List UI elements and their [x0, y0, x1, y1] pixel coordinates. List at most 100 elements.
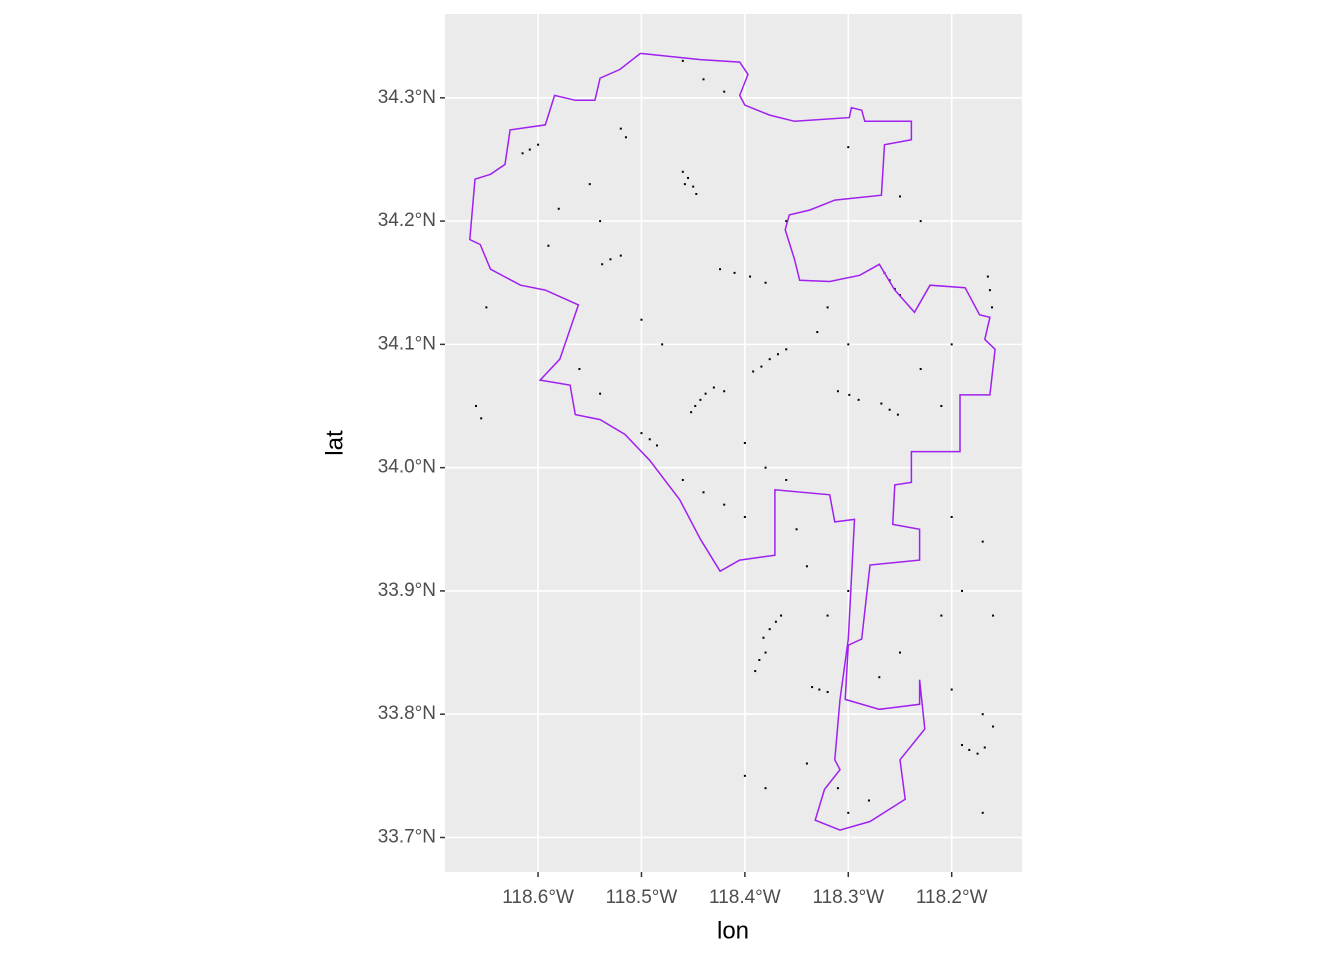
- point: [743, 515, 746, 518]
- point: [785, 220, 788, 223]
- point: [702, 491, 705, 494]
- point: [776, 353, 779, 356]
- point: [624, 136, 627, 139]
- point: [986, 275, 989, 278]
- point: [640, 432, 643, 435]
- point: [681, 170, 684, 173]
- point: [768, 358, 771, 361]
- point: [847, 811, 850, 814]
- x-tick-label: 118.4°W: [709, 887, 781, 908]
- point: [950, 688, 953, 691]
- point: [749, 275, 752, 278]
- point: [836, 787, 839, 790]
- point: [898, 651, 901, 654]
- point: [760, 365, 763, 368]
- point: [547, 244, 550, 247]
- point: [723, 390, 726, 393]
- point: [795, 528, 798, 531]
- point: [780, 614, 783, 617]
- point: [961, 589, 964, 592]
- x-tick-label: 118.2°W: [916, 887, 988, 908]
- y-axis-title: lat: [321, 430, 348, 456]
- point: [826, 306, 829, 309]
- point: [981, 713, 984, 716]
- point: [764, 651, 767, 654]
- point: [774, 620, 777, 623]
- point: [992, 725, 995, 728]
- point: [702, 78, 705, 81]
- point: [991, 306, 994, 309]
- point: [692, 185, 695, 188]
- boundary: [469, 52, 996, 831]
- point: [818, 688, 821, 691]
- point: [699, 398, 702, 401]
- point: [878, 676, 881, 679]
- point: [743, 442, 746, 444]
- point: [704, 392, 707, 395]
- point: [480, 417, 483, 420]
- point: [896, 413, 899, 416]
- y-tick-label: 33.7°N: [378, 826, 436, 847]
- point: [848, 393, 851, 396]
- point: [609, 258, 612, 261]
- point: [557, 207, 560, 210]
- point: [475, 405, 478, 408]
- y-tick-label: 33.8°N: [378, 703, 436, 724]
- point: [683, 183, 686, 186]
- point: [733, 271, 736, 274]
- panel: [445, 14, 1022, 872]
- point: [992, 614, 995, 617]
- point: [919, 368, 922, 371]
- point: [619, 127, 622, 130]
- point: [961, 744, 964, 747]
- point: [723, 503, 726, 506]
- point: [981, 540, 984, 543]
- point: [485, 306, 488, 309]
- point: [754, 670, 757, 673]
- point: [919, 220, 922, 223]
- point: [811, 686, 814, 689]
- point: [847, 589, 850, 592]
- y-tick-label: 34.0°N: [378, 457, 436, 478]
- point: [816, 331, 819, 334]
- point: [719, 268, 722, 271]
- point: [857, 398, 860, 401]
- point: [601, 263, 604, 266]
- point: [752, 370, 755, 373]
- point: [836, 390, 839, 393]
- point: [764, 281, 767, 284]
- x-tick-label: 118.5°W: [606, 887, 678, 908]
- point: [743, 774, 746, 777]
- point: [521, 152, 524, 155]
- point: [988, 289, 991, 292]
- point: [976, 752, 979, 755]
- point: [950, 343, 953, 346]
- point: [867, 799, 870, 802]
- point: [950, 515, 953, 518]
- point: [826, 614, 829, 617]
- point: [655, 444, 658, 447]
- point: [847, 146, 850, 149]
- point: [898, 195, 901, 198]
- point: [661, 343, 664, 346]
- point: [619, 254, 622, 257]
- point: [762, 636, 765, 639]
- point: [785, 478, 788, 481]
- y-tick-label: 33.9°N: [378, 580, 436, 601]
- point: [694, 405, 697, 408]
- point: [981, 811, 984, 814]
- point: [940, 405, 943, 408]
- y-tick-label: 34.3°N: [378, 87, 436, 108]
- point: [983, 746, 986, 749]
- point: [785, 348, 788, 351]
- point: [805, 762, 808, 765]
- point: [880, 402, 883, 405]
- point: [847, 343, 850, 346]
- point: [940, 614, 943, 617]
- point: [764, 466, 767, 469]
- point: [968, 748, 971, 751]
- x-tick-label: 118.6°W: [502, 887, 574, 908]
- point: [599, 220, 602, 223]
- point: [758, 658, 761, 661]
